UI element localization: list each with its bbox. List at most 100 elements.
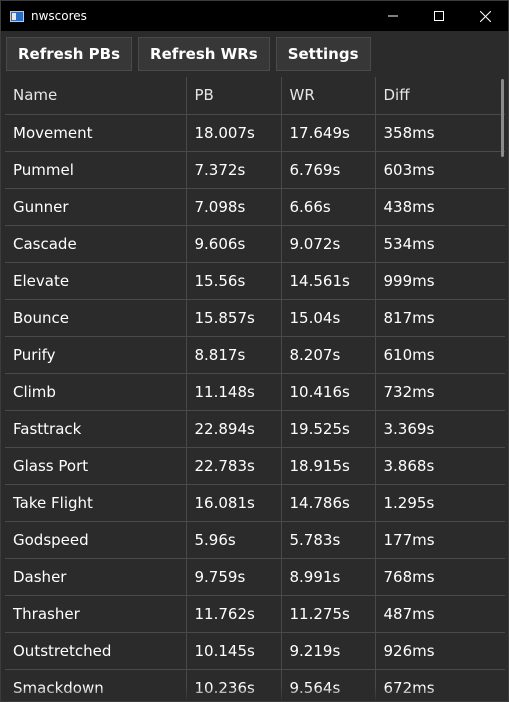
table-header-row: Name PB WR Diff <box>5 77 505 115</box>
cell-wr: 5.783s <box>281 521 376 559</box>
cell-wr: 9.219s <box>281 632 376 670</box>
column-header-wr[interactable]: WR <box>281 77 376 115</box>
cell-pb: 11.148s <box>186 373 282 411</box>
column-header-pb[interactable]: PB <box>186 77 282 115</box>
cell-diff: 610ms <box>375 336 505 374</box>
window-controls <box>370 1 508 31</box>
cell-wr: 14.561s <box>281 262 376 300</box>
cell-pb: 15.56s <box>186 262 282 300</box>
cell-diff: 3.369s <box>375 410 505 448</box>
cell-wr: 8.991s <box>281 558 376 596</box>
table-row[interactable]: Bounce 15.857s 15.04s 817ms <box>5 299 505 337</box>
cell-diff: 603ms <box>375 151 505 189</box>
refresh-wrs-button[interactable]: Refresh WRs <box>138 37 270 71</box>
cell-wr: 6.769s <box>281 151 376 189</box>
cell-wr: 14.786s <box>281 484 376 522</box>
cell-pb: 22.783s <box>186 447 282 485</box>
close-icon <box>479 10 491 22</box>
cell-diff: 926ms <box>375 632 505 670</box>
cell-diff: 534ms <box>375 225 505 263</box>
cell-pb: 7.098s <box>186 188 282 226</box>
cell-name: Take Flight <box>5 484 187 522</box>
table-row[interactable]: Pummel 7.372s 6.769s 603ms <box>5 151 505 189</box>
cell-diff: 358ms <box>375 114 505 152</box>
table-row[interactable]: Fasttrack 22.894s 19.525s 3.369s <box>5 410 505 448</box>
minimize-button[interactable] <box>370 1 416 31</box>
cell-wr: 6.66s <box>281 188 376 226</box>
table-row[interactable]: Godspeed 5.96s 5.783s 177ms <box>5 521 505 559</box>
cell-pb: 8.817s <box>186 336 282 374</box>
cell-name: Climb <box>5 373 187 411</box>
cell-name: Thrasher <box>5 595 187 633</box>
app-window-icon <box>10 10 24 22</box>
cell-diff: 732ms <box>375 373 505 411</box>
scores-table: Name PB WR Diff Movement 18.007s 17.649s 35… <box>5 77 505 701</box>
cell-wr: 18.915s <box>281 447 376 485</box>
cell-name: Cascade <box>5 225 187 263</box>
maximize-button[interactable] <box>416 1 462 31</box>
cell-diff: 487ms <box>375 595 505 633</box>
cell-wr: 8.207s <box>281 336 376 374</box>
table-row[interactable]: Gunner 7.098s 6.66s 438ms <box>5 188 505 226</box>
cell-pb: 11.762s <box>186 595 282 633</box>
cell-pb: 22.894s <box>186 410 282 448</box>
cell-diff: 768ms <box>375 558 505 596</box>
cell-wr: 17.649s <box>281 114 376 152</box>
toolbar: Refresh PBs Refresh WRs Settings <box>1 31 508 77</box>
cell-wr: 19.525s <box>281 410 376 448</box>
cell-diff: 1.295s <box>375 484 505 522</box>
table-row[interactable]: Purify 8.817s 8.207s 610ms <box>5 336 505 374</box>
table-row[interactable]: Movement 18.007s 17.649s 358ms <box>5 114 505 152</box>
cell-name: Pummel <box>5 151 187 189</box>
cell-diff: 438ms <box>375 188 505 226</box>
cell-name: Movement <box>5 114 187 152</box>
table-row[interactable]: Thrasher 11.762s 11.275s 487ms <box>5 595 505 633</box>
cell-name: Bounce <box>5 299 187 337</box>
table-row[interactable]: Outstretched 10.145s 9.219s 926ms <box>5 632 505 670</box>
cell-name: Dasher <box>5 558 187 596</box>
cell-diff: 817ms <box>375 299 505 337</box>
minimize-icon <box>388 15 398 17</box>
cell-name: Glass Port <box>5 447 187 485</box>
cell-name: Purify <box>5 336 187 374</box>
table-row[interactable]: Climb 11.148s 10.416s 732ms <box>5 373 505 411</box>
cell-pb: 9.606s <box>186 225 282 263</box>
cell-pb: 7.372s <box>186 151 282 189</box>
table-row[interactable]: Cascade 9.606s 9.072s 534ms <box>5 225 505 263</box>
table-bottom-fade <box>5 687 505 701</box>
window-title: nwscores <box>31 9 87 23</box>
cell-pb: 15.857s <box>186 299 282 337</box>
column-header-diff[interactable]: Diff <box>375 77 505 115</box>
cell-name: Gunner <box>5 188 187 226</box>
settings-button[interactable]: Settings <box>275 37 371 71</box>
table-row[interactable]: Glass Port 22.783s 18.915s 3.868s <box>5 447 505 485</box>
cell-pb: 18.007s <box>186 114 282 152</box>
cell-diff: 177ms <box>375 521 505 559</box>
table-row[interactable]: Take Flight 16.081s 14.786s 1.295s <box>5 484 505 522</box>
table-row[interactable]: Elevate 15.56s 14.561s 999ms <box>5 262 505 300</box>
maximize-icon <box>434 11 444 21</box>
cell-pb: 5.96s <box>186 521 282 559</box>
cell-wr: 11.275s <box>281 595 376 633</box>
cell-name: Fasttrack <box>5 410 187 448</box>
cell-diff: 999ms <box>375 262 505 300</box>
close-button[interactable] <box>462 1 508 31</box>
table-body: Movement 18.007s 17.649s 358ms Pummel 7.372s 6… <box>5 114 505 701</box>
cell-name: Outstretched <box>5 632 187 670</box>
title-bar[interactable]: nwscores <box>1 1 508 31</box>
cell-name: Elevate <box>5 262 187 300</box>
cell-name: Godspeed <box>5 521 187 559</box>
cell-pb: 10.145s <box>186 632 282 670</box>
column-header-name[interactable]: Name <box>5 77 187 115</box>
cell-wr: 9.072s <box>281 225 376 263</box>
table-row[interactable]: Dasher 9.759s 8.991s 768ms <box>5 558 505 596</box>
cell-wr: 15.04s <box>281 299 376 337</box>
refresh-pbs-button[interactable]: Refresh PBs <box>6 37 133 71</box>
cell-diff: 3.868s <box>375 447 505 485</box>
scores-table-container[interactable]: Name PB WR Diff Movement 18.007s 17.649s 35… <box>5 77 505 701</box>
cell-pb: 9.759s <box>186 558 282 596</box>
cell-wr: 10.416s <box>281 373 376 411</box>
vertical-scrollbar-thumb[interactable] <box>501 79 504 157</box>
cell-pb: 16.081s <box>186 484 282 522</box>
